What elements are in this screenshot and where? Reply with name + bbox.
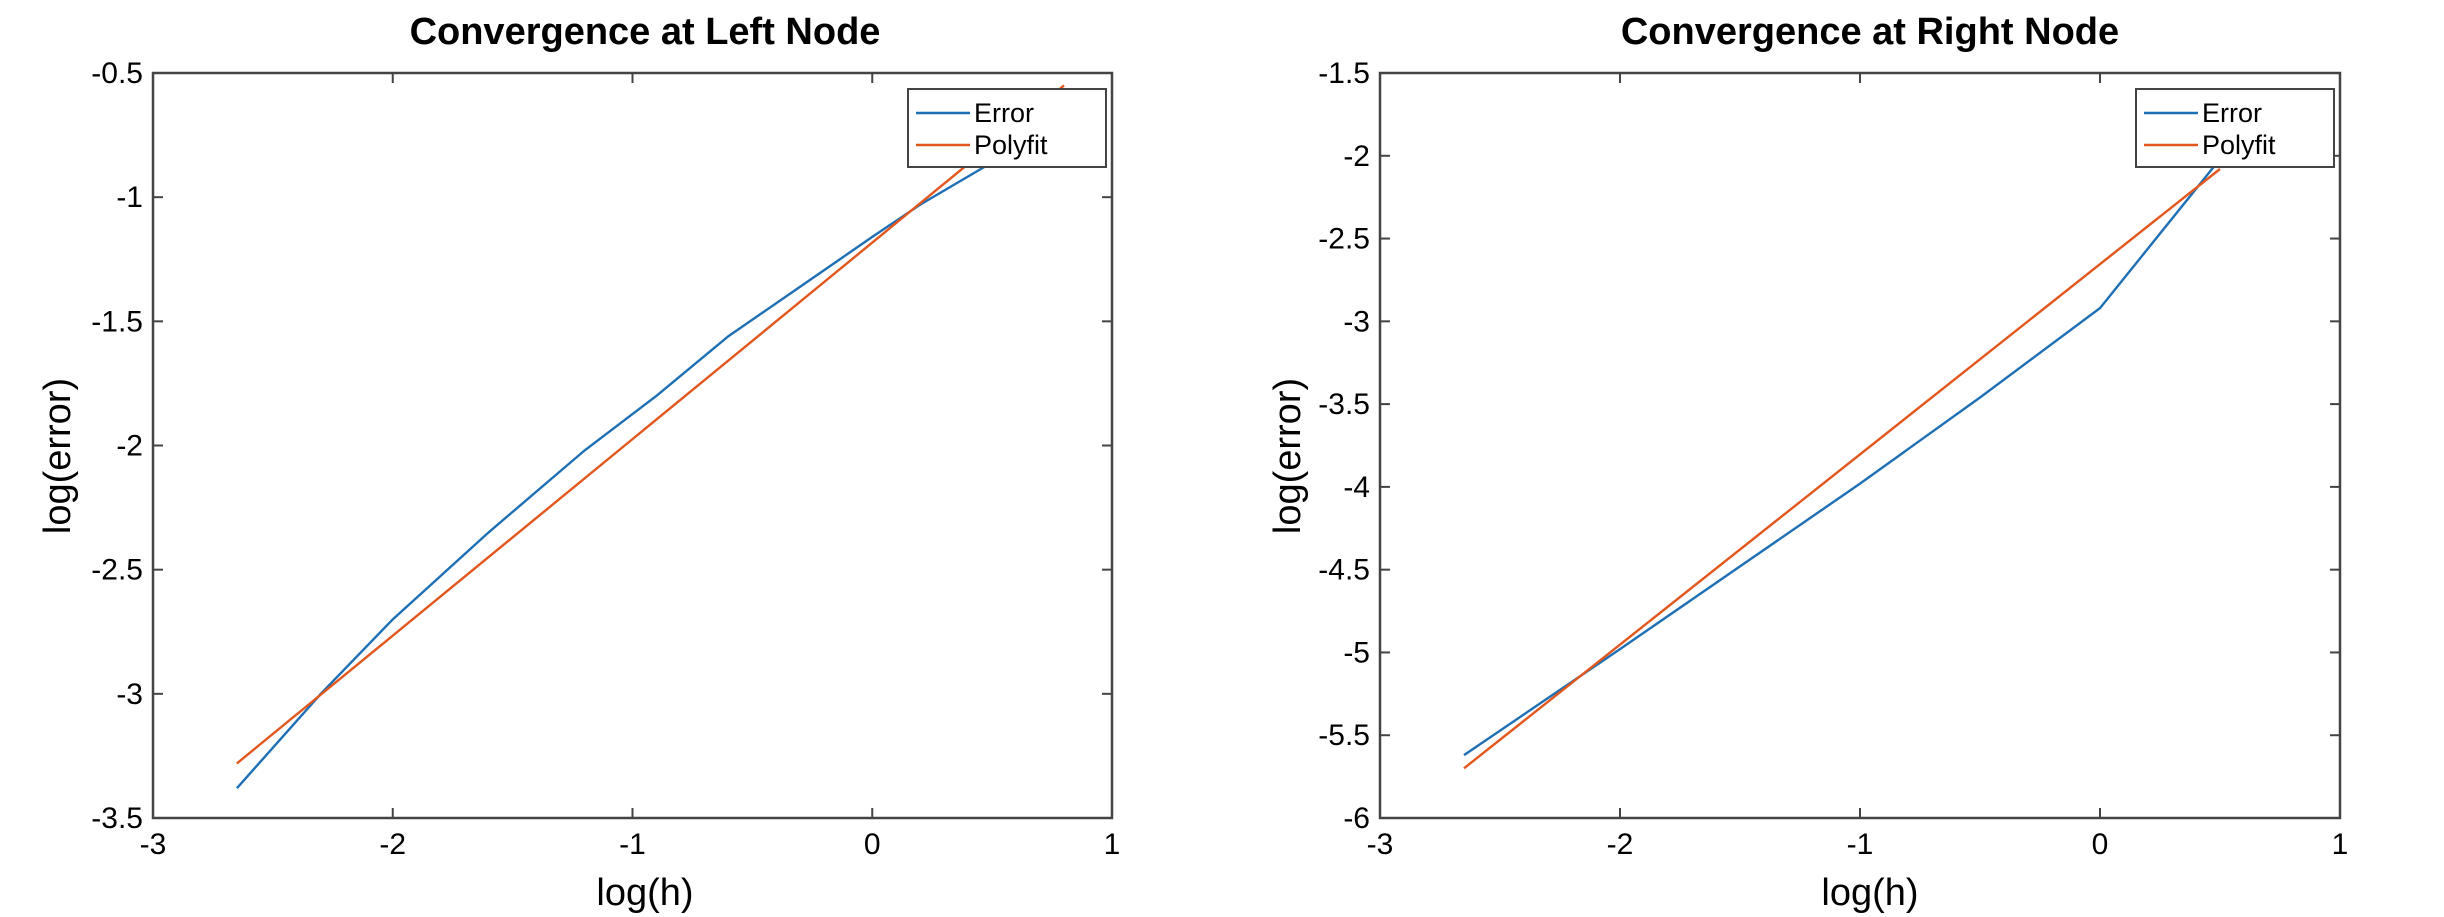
y-tick-label: -0.5 <box>91 57 143 90</box>
axis-ticks: -3 -2 -1 0 1 -6 -5.5 -5 -4.5 -4 -3.5 -3 -2.5 -2 -1.5 <box>1318 57 2348 861</box>
right-node-plot: Convergence at Right Node log(h) log(err… <box>1267 11 2348 914</box>
left-node-plot: Convergence at Left Node log(h) log(erro… <box>37 11 1120 914</box>
plot-title: Convergence at Left Node <box>410 11 881 53</box>
x-tick-label: -1 <box>619 828 646 861</box>
y-axis-label: log(error) <box>37 378 79 534</box>
x-tick-label: -2 <box>379 828 406 861</box>
plot-area <box>1378 71 2342 820</box>
series-lines <box>1463 158 2221 770</box>
plot-title: Convergence at Right Node <box>1621 11 2119 53</box>
axis-ticks: -3 -2 -1 0 1-3.5-3-2.5-2-1.5-1-0.5 <box>91 57 1120 861</box>
series-line-error <box>236 161 993 789</box>
y-tick-label: -4.5 <box>1318 554 1370 587</box>
x-tick-label: -3 <box>140 828 167 861</box>
legend-label: Polyfit <box>974 130 1048 160</box>
y-tick-label: -1.5 <box>1318 57 1370 90</box>
x-tick-label: -1 <box>1847 828 1874 861</box>
y-tick-label: -4 <box>1343 471 1370 504</box>
y-tick-label: -3 <box>1343 305 1370 338</box>
series-line-polyfit <box>1463 168 2221 770</box>
x-tick-label: -2 <box>1607 828 1634 861</box>
y-tick-label: -3 <box>116 678 143 711</box>
y-tick-label: -2 <box>1343 140 1370 173</box>
y-tick-label: -1.5 <box>91 305 143 338</box>
legend-label: Polyfit <box>2202 130 2276 160</box>
legend-label: Error <box>974 98 1034 128</box>
x-tick-label: 0 <box>2092 828 2109 861</box>
series-lines <box>236 84 1065 789</box>
y-tick-label: -3.5 <box>1318 388 1370 421</box>
series-line-error <box>1463 158 2221 757</box>
y-tick-label: -5.5 <box>1318 719 1370 752</box>
y-tick-label: -2.5 <box>1318 223 1370 256</box>
y-tick-label: -2.5 <box>91 554 143 587</box>
y-tick-label: -1 <box>116 181 143 214</box>
plot-area <box>151 71 1114 820</box>
x-tick-label: 0 <box>864 828 881 861</box>
y-tick-label: -2 <box>116 430 143 463</box>
y-tick-label: -3.5 <box>91 802 143 835</box>
x-axis-label: log(h) <box>1821 872 1918 914</box>
legend-box <box>2135 88 2335 168</box>
x-tick-label: -3 <box>1367 828 1394 861</box>
series-line-polyfit <box>236 84 1065 765</box>
legend-label: Error <box>2202 98 2262 128</box>
x-tick-label: 1 <box>1104 828 1121 861</box>
x-tick-label: 1 <box>2332 828 2349 861</box>
y-tick-label: -5 <box>1343 636 1370 669</box>
legend-box <box>907 88 1107 168</box>
y-axis-label: log(error) <box>1267 378 1309 534</box>
y-tick-label: -6 <box>1343 802 1370 835</box>
x-axis-label: log(h) <box>596 872 693 914</box>
